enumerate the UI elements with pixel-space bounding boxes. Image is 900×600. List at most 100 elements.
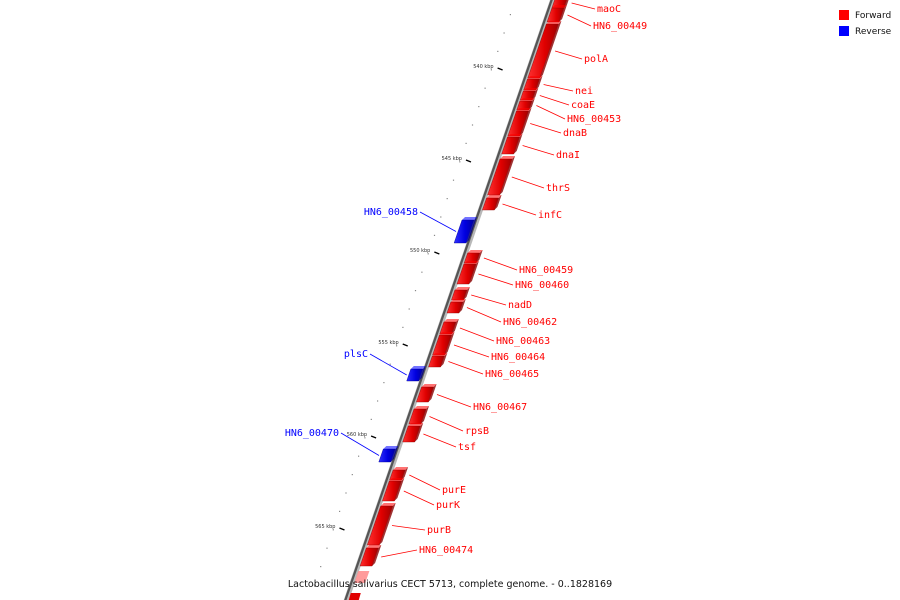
scale-tick-label: 550 kbp	[410, 248, 430, 254]
scale-tick	[339, 527, 345, 531]
gene-leader-line	[483, 257, 518, 271]
gene-purK: purK	[382, 478, 460, 511]
scale-dot	[427, 253, 429, 255]
gene-box-top	[500, 156, 515, 159]
gene-box-top	[454, 287, 470, 290]
scale-tick-label: 560 kbp	[347, 432, 367, 438]
scale-tick	[465, 159, 472, 163]
gene-leader-line	[436, 394, 472, 408]
gene-box-top	[463, 261, 479, 264]
gene-label: thrS	[546, 183, 570, 194]
scale-dot	[497, 50, 499, 52]
gene-box-top	[443, 319, 459, 322]
scale-tick	[497, 67, 503, 71]
gene-box-top	[546, 21, 562, 24]
gene-HN6_00462: HN6_00462	[446, 299, 557, 328]
gene-HN6_00453: HN6_00453	[516, 98, 621, 125]
gene-box-side	[463, 287, 470, 300]
gene-leader-line	[478, 273, 514, 286]
scale-dot	[421, 271, 423, 273]
gene-thrS: thrS	[487, 156, 570, 196]
gene-HN6_00459: HN6_00459	[463, 250, 573, 276]
scale-dot	[471, 124, 474, 126]
gene-label: coaE	[571, 100, 595, 111]
legend-forward-swatch	[839, 10, 849, 20]
gene-box-top	[467, 250, 483, 253]
gene-leader-line	[459, 327, 495, 342]
gene-label: HN6_00467	[473, 402, 527, 413]
gene-label: infC	[538, 210, 562, 221]
gene-leader-line	[567, 14, 592, 27]
gene-box-top	[462, 217, 477, 220]
gene-partial	[354, 571, 370, 583]
gene-label: HN6_00470	[285, 428, 339, 439]
scale-dot	[452, 179, 455, 181]
gene-leader-line	[536, 105, 566, 120]
gene-infC: infC	[482, 195, 562, 221]
gene-box-top	[519, 98, 535, 101]
scale-dot	[490, 69, 492, 71]
gene-box-side	[440, 353, 448, 367]
gene-label: purB	[427, 525, 451, 536]
gene-label: rpsB	[465, 426, 489, 437]
gene-purE: purE	[389, 467, 466, 496]
gene-label: HN6_00462	[503, 317, 557, 328]
genome-caption: Lactobacillus salivarius CECT 5713, comp…	[288, 579, 612, 590]
scale-dot	[345, 492, 347, 494]
scale-dot	[320, 566, 322, 568]
gene-label: dnaB	[563, 128, 587, 139]
gene-label: polA	[584, 54, 608, 65]
legend-forward-label: Forward	[855, 11, 891, 21]
gene-box-side	[379, 503, 396, 545]
gene-plsC: plsC	[344, 349, 426, 382]
gene-box-side	[420, 406, 429, 424]
scale-tick-label: 545 kbp	[442, 156, 462, 162]
gene-box-top	[366, 545, 382, 548]
gene-box-side	[401, 467, 409, 480]
scale-dot	[351, 474, 353, 476]
gene-leader-line	[543, 84, 574, 92]
gene-box-top	[450, 299, 466, 302]
gene-leader-line	[391, 525, 426, 531]
gene-leader-line	[429, 416, 464, 432]
gene-box-top	[389, 478, 405, 481]
gene-polA: polA	[527, 21, 608, 79]
scale-layer: 540 kbp 545 kbp 550 kbp 555 kbp 560 kbp 565 k…	[313, 14, 511, 586]
gene-leader-line	[571, 2, 596, 10]
scale-dot	[503, 32, 505, 34]
gene-box-side	[535, 76, 543, 90]
gene-box-side	[519, 108, 532, 136]
gene-leader-line	[466, 307, 502, 323]
gene-box-side	[528, 98, 535, 110]
scale-dot	[396, 345, 398, 347]
gene-leader-line	[448, 361, 484, 375]
gene-box-top	[432, 353, 448, 356]
gene-leader-line	[419, 211, 457, 232]
scale-dot	[446, 198, 448, 200]
gene-box-side	[499, 156, 515, 195]
scale-dot	[326, 547, 328, 549]
gene-leader-line	[539, 95, 570, 106]
gene-leader-line	[522, 145, 555, 156]
gene-nei: nei	[523, 76, 593, 97]
gene-box-top	[551, 5, 567, 8]
scale-tick-label: 540 kbp	[473, 64, 493, 70]
gene-HN6_00465: HN6_00465	[428, 353, 539, 380]
genome-backbone	[344, 0, 553, 600]
gene-box-side	[539, 21, 562, 78]
gene-leader-line	[502, 203, 537, 216]
gene-box-top	[421, 384, 437, 387]
gene-label: HN6_00458	[364, 207, 418, 218]
scale-dot	[408, 308, 410, 310]
gene-partial	[348, 593, 361, 600]
gene-dnaI: dnaI	[501, 134, 580, 161]
gene-layer: maoC HN6_00449 polA nei coaE HN6_00453 dnaB dna…	[285, 0, 647, 600]
gene-box-side	[459, 299, 466, 313]
gene-label: nadD	[508, 300, 532, 311]
gene-label: HN6_00453	[567, 114, 621, 125]
gene-box-top	[408, 423, 424, 426]
gene-leader-line	[403, 490, 435, 506]
gene-box-side	[428, 384, 437, 402]
gene-label: tsf	[458, 442, 476, 453]
